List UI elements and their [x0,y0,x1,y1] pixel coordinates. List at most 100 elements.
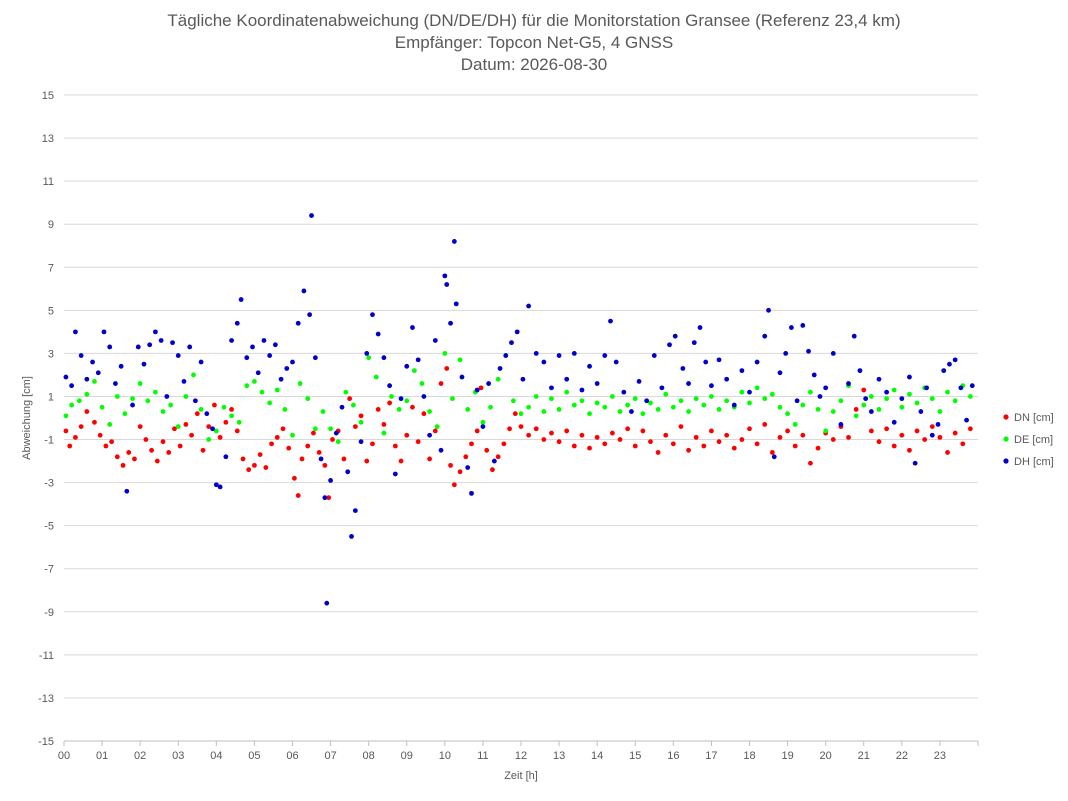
data-point [891,419,897,425]
data-point [137,424,143,430]
data-point [533,351,539,356]
data-point [891,387,897,393]
data-point [703,359,709,365]
data-point [166,450,172,455]
data-point [373,374,379,380]
data-point [451,239,457,244]
data-point [194,411,200,417]
data-point [392,443,398,449]
data-point [851,333,857,339]
data-point [587,445,592,451]
data-point [830,437,836,442]
data-point [229,338,234,343]
data-point [495,376,501,382]
data-point [280,426,286,432]
data-point [571,402,577,408]
data-point [198,406,204,412]
data-point [937,434,943,440]
data-point [419,381,425,386]
data-point [172,426,177,432]
data-point [160,409,166,414]
data-point [305,396,311,402]
data-point [754,359,760,365]
x-tick-label: 08 [363,750,375,762]
gridlines [64,94,978,742]
data-point [929,424,935,430]
data-point [130,396,135,402]
data-point [246,467,252,473]
data-point [320,409,326,414]
data-point [109,439,115,445]
data-point [364,458,370,464]
data-point [370,441,375,447]
data-point [297,381,303,386]
y-tick-label: -13 [38,693,54,705]
data-point [924,385,929,391]
data-point [213,428,219,434]
data-point [739,437,745,442]
data-point [861,402,867,408]
data-point [421,411,427,417]
data-point [124,488,130,494]
data-point [549,385,554,391]
data-point [322,462,328,468]
data-point [457,469,463,475]
data-point [680,366,686,371]
data-point [610,394,615,399]
data-point [63,428,69,434]
x-tick-label: 18 [743,750,755,762]
data-point [358,439,364,445]
data-point [823,428,829,434]
data-point [465,465,471,470]
data-point [286,445,292,451]
data-point [244,355,250,361]
data-point [716,357,722,363]
data-point [777,434,783,440]
data-point [257,452,263,458]
data-point [278,376,284,382]
data-point [97,432,103,438]
y-tick-label: -15 [38,736,54,748]
data-point [434,424,440,430]
data-point [602,441,608,447]
data-point [381,422,387,427]
data-point [785,411,790,417]
x-tick-label: 13 [553,750,565,762]
data-point [800,323,806,328]
data-point [709,428,714,434]
data-point [135,344,141,350]
data-point [907,374,912,380]
data-point [846,381,851,386]
data-point [907,447,912,453]
data-point [177,443,183,449]
data-point [392,471,398,477]
data-point [78,353,84,358]
data-point [929,432,935,438]
data-point [67,443,73,449]
series-2 [63,213,975,606]
data-point [788,325,794,330]
data-point [863,396,869,402]
data-point [451,482,457,488]
data-point [352,424,358,430]
data-point [747,389,752,395]
data-point [217,484,223,490]
legend-entry: DN [cm] [1014,412,1054,424]
data-point [678,424,684,430]
x-tick-label: 11 [477,750,488,762]
data-point [206,437,212,442]
data-point [480,424,486,430]
data-point [450,396,455,402]
data-point [442,351,448,356]
data-point [267,400,273,406]
data-point [250,344,255,350]
data-point [564,376,570,382]
legend-entry: DE [cm] [1014,434,1053,446]
data-point [709,383,714,389]
y-tick-label: 11 [43,176,54,188]
data-point [432,428,438,434]
data-point [295,493,301,498]
data-point [263,465,269,470]
data-point [147,342,153,348]
data-point [952,430,958,436]
